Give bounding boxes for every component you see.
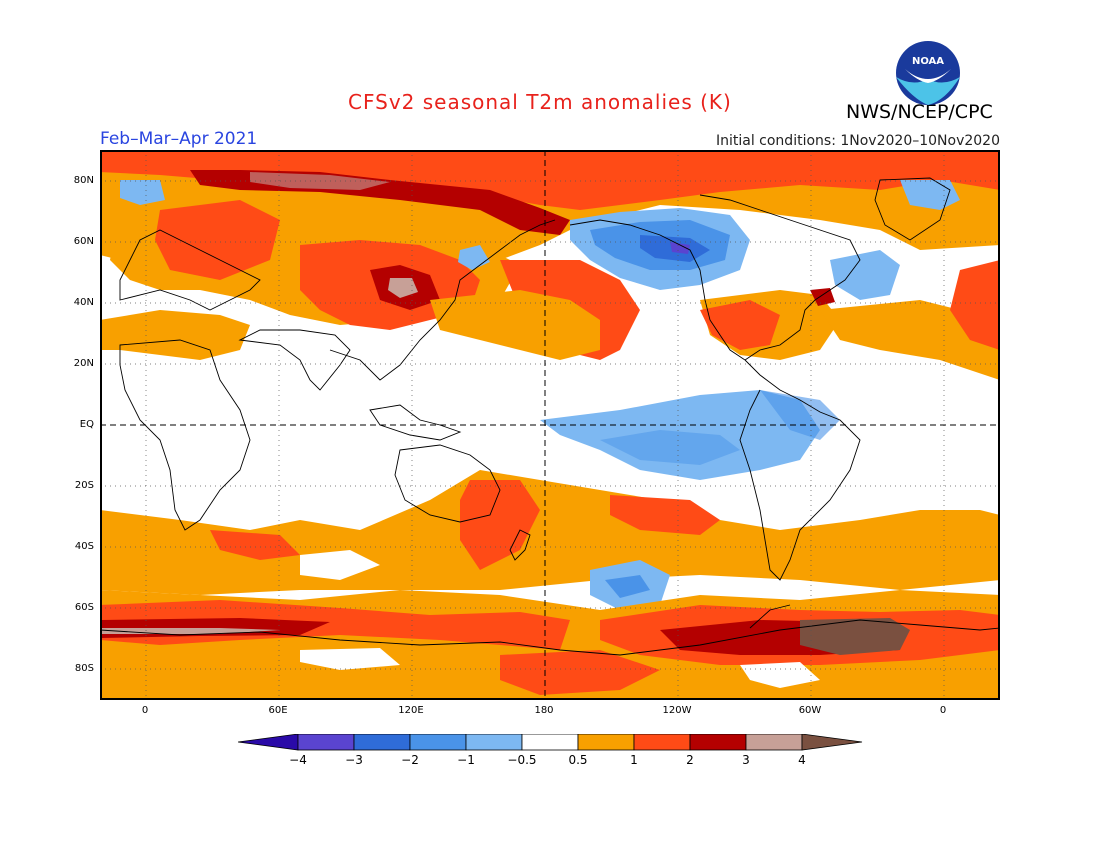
colorbar-bin <box>633 734 691 751</box>
colorbar-label: −3 <box>345 753 363 767</box>
svg-text:NOAA: NOAA <box>912 56 944 67</box>
colorbar-arrow-high <box>801 734 863 751</box>
colorbar-label: −4 <box>289 753 307 767</box>
lat-label-eq: EQ <box>79 419 94 430</box>
lat-label-80n: 80N <box>73 175 94 186</box>
colorbar-label: −0.5 <box>507 753 537 767</box>
colorbar-bin <box>577 734 635 751</box>
lat-label-40n: 40N <box>73 297 94 308</box>
colorbar-label: 3 <box>742 753 750 767</box>
lat-label-80s: 80S <box>74 663 94 674</box>
lon-label-180: 180 <box>534 705 554 716</box>
lat-label-40s: 40S <box>74 541 94 552</box>
lon-label-0-east: 0 <box>939 705 947 716</box>
lon-label-60w: 60W <box>798 705 822 716</box>
noaa-logo: NOAA <box>893 39 963 111</box>
lat-label-20s: 20S <box>74 480 94 491</box>
lon-label-60e: 60E <box>268 705 288 716</box>
colorbar-arrow-low <box>238 734 299 751</box>
colorbar-bin <box>745 734 803 751</box>
initial-conditions: Initial conditions: 1Nov2020–10Nov2020 <box>715 133 1000 149</box>
colorbar-bin <box>465 734 523 751</box>
colorbar-bin <box>409 734 467 751</box>
colorbar-bin <box>689 734 747 751</box>
lon-label-120e: 120E <box>398 705 424 716</box>
colorbar-label: 4 <box>798 753 806 767</box>
lon-label-120w: 120W <box>662 705 692 716</box>
chart-title: CFSv2 seasonal T2m anomalies (K) <box>348 90 732 114</box>
colorbar-bin <box>297 734 355 751</box>
colorbar-label: 1 <box>630 753 638 767</box>
lat-label-60n: 60N <box>73 236 94 247</box>
anomaly-map <box>100 150 1000 700</box>
colorbar-bin <box>521 734 579 751</box>
lon-label-0: 0 <box>141 705 149 716</box>
lat-label-60s: 60S <box>74 602 94 613</box>
colorbar <box>238 734 863 751</box>
colorbar-label: 0.5 <box>568 753 588 767</box>
colorbar-label: −2 <box>401 753 419 767</box>
colorbar-bin <box>353 734 411 751</box>
agency-label: NWS/NCEP/CPC <box>846 101 993 123</box>
forecast-period: Feb–Mar–Apr 2021 <box>100 129 258 149</box>
lat-label-20n: 20N <box>73 358 94 369</box>
colorbar-label: −1 <box>457 753 475 767</box>
colorbar-label: 2 <box>686 753 694 767</box>
